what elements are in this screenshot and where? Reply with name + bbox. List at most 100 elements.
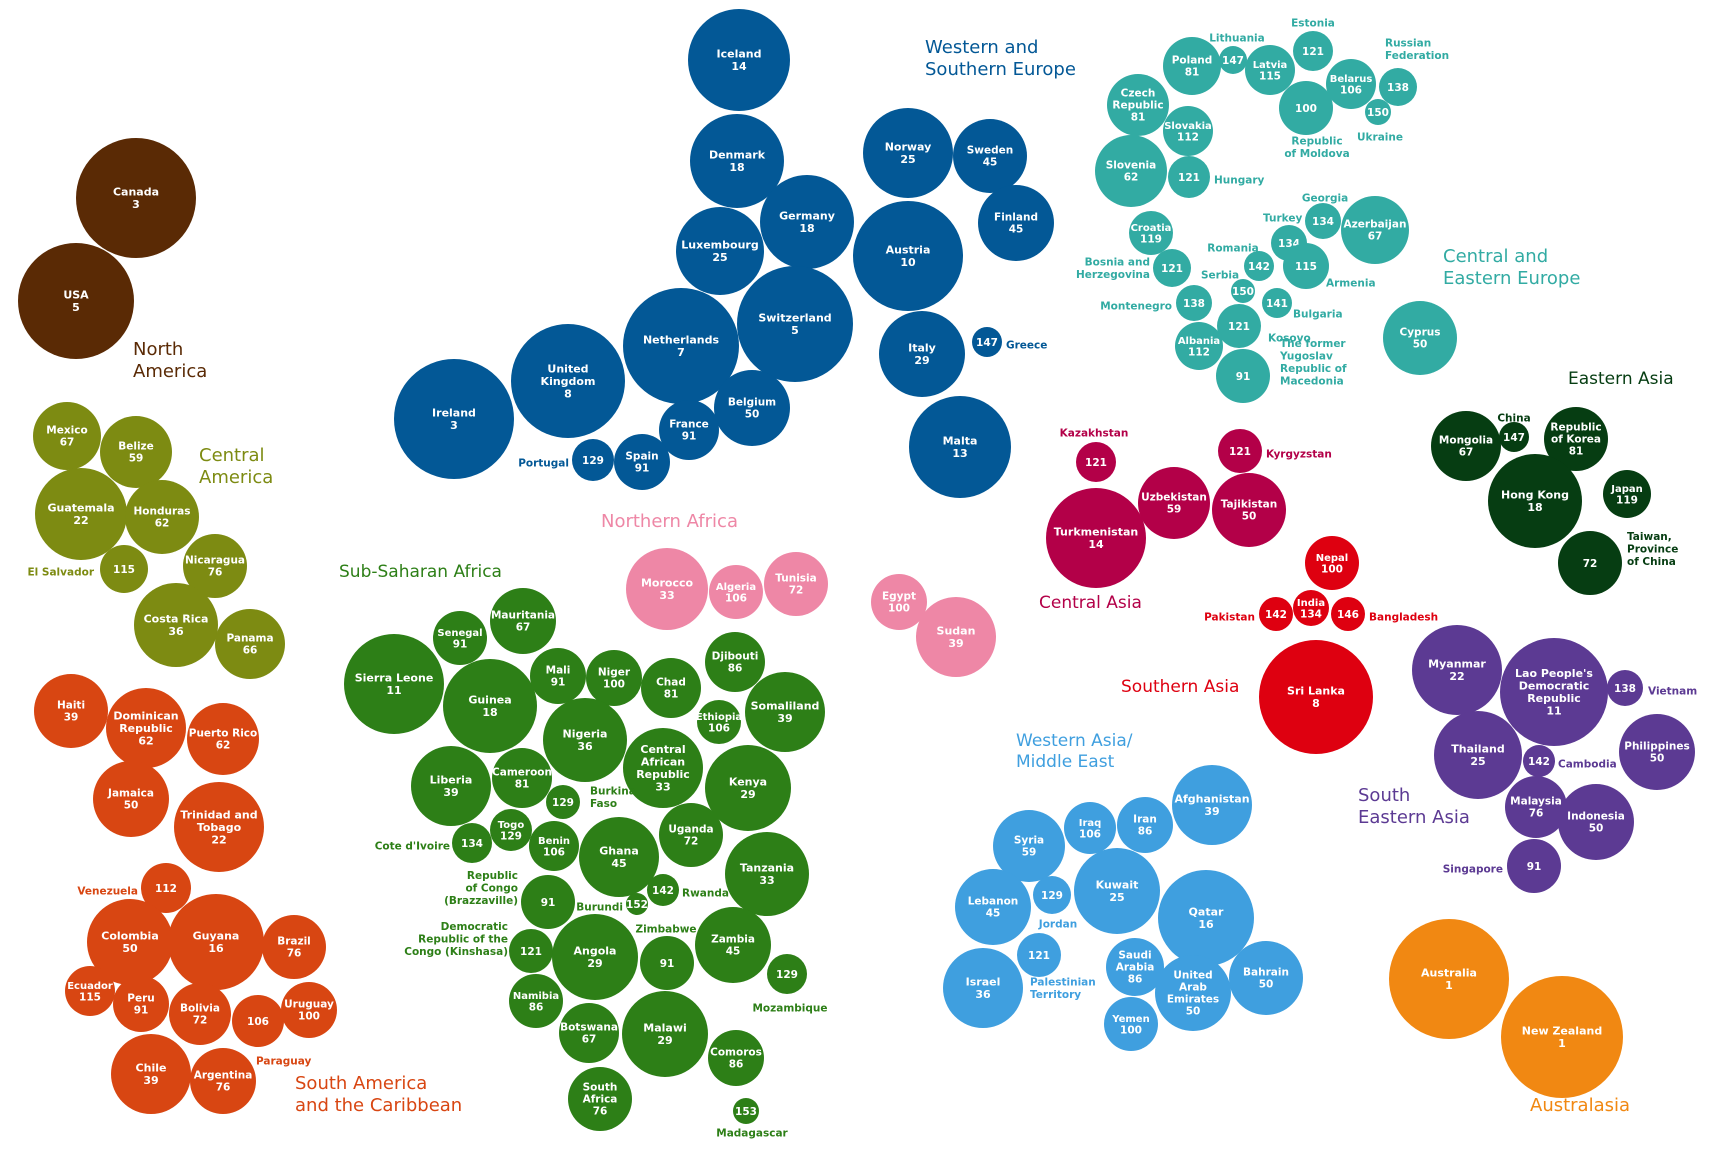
bubble-label-russian-federation: Federation bbox=[1385, 50, 1449, 62]
bubble-value-sudan: 39 bbox=[948, 637, 963, 650]
bubble-value-china: 147 bbox=[1503, 432, 1525, 444]
bubble-value-iraq: 106 bbox=[1079, 828, 1101, 840]
bubble-value-hungary: 121 bbox=[1178, 172, 1200, 184]
bubble-value-switzerland: 5 bbox=[791, 324, 799, 337]
bubble-circle-portugal bbox=[572, 439, 614, 481]
bubble-value-zimbabwe: 91 bbox=[660, 958, 675, 970]
bubble-label-myanmar: Myanmar bbox=[1428, 658, 1486, 671]
bubble-label-philippines: Philippines bbox=[1624, 741, 1689, 753]
bubble-romania: 142 Romania bbox=[1207, 243, 1274, 281]
bubble-value-tajikistan: 50 bbox=[1242, 511, 1257, 523]
bubble-value-mozambique: 129 bbox=[776, 969, 798, 981]
bubble-circle-brazil bbox=[262, 915, 326, 979]
bubble-value-lebanon: 45 bbox=[986, 908, 1001, 920]
bubble-value-singapore: 91 bbox=[1527, 861, 1542, 873]
bubble-label-poland: Poland bbox=[1172, 55, 1213, 67]
bubble-label-central-african-republic: Republic bbox=[636, 768, 690, 781]
bubble-hungary: 121 Hungary bbox=[1168, 156, 1265, 198]
bubble-label-algeria: Algeria bbox=[716, 582, 756, 593]
bubble-value-vietnam: 138 bbox=[1614, 683, 1636, 695]
bubble-circle-ecuador bbox=[65, 966, 115, 1016]
bubble-label-estonia: Estonia bbox=[1291, 18, 1335, 30]
region-title-central-eastern-europe: Central and bbox=[1443, 246, 1548, 267]
bubble-circle-lithuania bbox=[1219, 46, 1247, 74]
bubble-circle-netherlands bbox=[623, 288, 739, 404]
bubble-circle-bosnia-and-herzegovina bbox=[1153, 249, 1191, 287]
bubble-value-comoros: 86 bbox=[729, 1059, 744, 1071]
bubble-value-iran: 86 bbox=[1138, 826, 1153, 838]
bubble-label-china: China bbox=[1497, 413, 1530, 425]
bubble-label-malta: Malta bbox=[943, 435, 978, 448]
bubble-value-brazil: 76 bbox=[287, 948, 302, 960]
bubble-value-france: 91 bbox=[682, 431, 697, 443]
bubble-value-taiwan-province-of-china: 72 bbox=[1583, 558, 1598, 570]
bubble-circle-turkmenistan bbox=[1046, 488, 1146, 588]
bubble-circle-burundi bbox=[626, 893, 648, 915]
bubble-circle-bulgaria bbox=[1262, 288, 1292, 318]
bubble-label-panama: Panama bbox=[226, 633, 273, 645]
bubble-label-norway: Norway bbox=[885, 141, 932, 154]
bubble-circle-nigeria bbox=[543, 698, 627, 782]
bubble-label-uruguay: Uruguay bbox=[284, 999, 334, 1011]
bubble-value-tunisia: 72 bbox=[789, 585, 804, 597]
bubble-value-cyprus: 50 bbox=[1413, 339, 1428, 351]
bubble-label-turkey: Turkey bbox=[1263, 213, 1302, 225]
bubble-value-malta: 13 bbox=[952, 447, 967, 460]
bubble-label-cambodia: Cambodia bbox=[1558, 759, 1617, 771]
bubble-paraguay: 106 Paraguay bbox=[232, 995, 312, 1068]
bubble-label-republic-of-moldova: of Moldova bbox=[1284, 148, 1349, 160]
bubble-value-russian-federation: 138 bbox=[1387, 82, 1409, 94]
bubble-circle-palestinian-territory bbox=[1017, 933, 1061, 977]
bubble-circle-armenia bbox=[1283, 243, 1329, 289]
bubble-circle-czech-republic bbox=[1107, 74, 1169, 136]
bubble-jordan: 129 Jordan bbox=[1033, 876, 1077, 931]
bubble-label-chile: Chile bbox=[136, 1062, 167, 1075]
bubble-value-iceland: 14 bbox=[731, 60, 747, 73]
bubble-label-belgium: Belgium bbox=[728, 397, 776, 409]
bubble-ukraine: 150 Ukraine bbox=[1357, 99, 1403, 144]
bubble-value-niger: 100 bbox=[603, 679, 625, 691]
bubble-circle-central-african-republic bbox=[623, 728, 703, 808]
region-title-central-asia: Central Asia bbox=[1039, 593, 1142, 613]
bubble-value-germany: 18 bbox=[799, 222, 814, 235]
region-title-south-eastern-asia: Eastern Asia bbox=[1358, 807, 1470, 828]
bubble-value-slovakia: 112 bbox=[1177, 131, 1199, 143]
bubble-label-italy: Italy bbox=[908, 342, 936, 355]
bubble-label-ireland: Ireland bbox=[432, 407, 476, 420]
bubble-value-rwanda: 142 bbox=[652, 885, 674, 897]
bubble-label-nepal: Nepal bbox=[1316, 553, 1349, 564]
bubble-madagascar: 153 Madagascar bbox=[716, 1098, 789, 1140]
bubble-value-slovenia: 62 bbox=[1124, 172, 1139, 184]
bubble-value-somaliland: 39 bbox=[777, 712, 792, 725]
bubble-label-cyprus: Cyprus bbox=[1400, 327, 1441, 339]
bubble-value-czech-republic: 81 bbox=[1131, 112, 1146, 124]
bubble-circle-china bbox=[1499, 422, 1529, 452]
bubble-circle-zambia bbox=[695, 907, 771, 983]
bubble-circle-kosovo bbox=[1217, 304, 1261, 348]
bubble-value-greece: 147 bbox=[976, 337, 998, 349]
region-title-western-asia: Middle East bbox=[1016, 752, 1115, 772]
bubble-label-thailand: Thailand bbox=[1451, 743, 1504, 756]
bubble-label-nicaragua: Nicaragua bbox=[185, 555, 245, 567]
bubble-label-belize: Belize bbox=[118, 441, 154, 453]
